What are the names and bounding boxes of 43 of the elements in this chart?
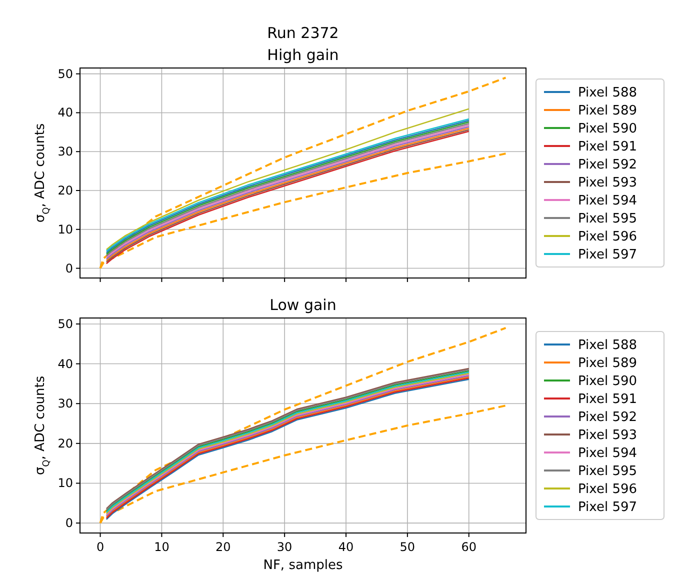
legend-label: Pixel 596 [578,482,638,497]
x-tick-label: 60 [461,540,477,554]
legend-label: Pixel 591 [578,140,638,154]
chart-title: Run 2372 [267,24,339,42]
legend-label: Pixel 590 [578,122,638,136]
y-tick-label: 40 [58,106,73,120]
y-tick-label: 30 [58,144,73,159]
y-tick-label: 20 [58,184,73,198]
legend-label: Pixel 595 [578,464,638,479]
x-tick-label: 10 [154,540,170,554]
legend-label: Pixel 597 [578,500,638,515]
x-axis-title: NF, samples [263,558,343,573]
y-tick-label: 10 [58,476,73,490]
legend-label: Pixel 594 [578,446,638,461]
legend-label: Pixel 592 [578,158,638,172]
y-tick-label: 20 [58,436,73,450]
legend-label: Pixel 593 [578,176,638,190]
legend-label: Pixel 597 [578,248,638,262]
legend-label: Pixel 589 [578,104,638,118]
y-tick-label: 50 [58,316,73,331]
x-tick-label: 0 [96,540,104,554]
legend-label: Pixel 588 [578,86,638,100]
y-tick-label: 0 [65,516,73,530]
legend-label: Pixel 588 [578,338,638,353]
legend-label: Pixel 596 [578,230,638,244]
legend-label: Pixel 589 [578,356,638,371]
chart-subtitle: High gain [267,46,339,64]
x-tick-label: 50 [400,540,416,554]
y-tick-label: 30 [58,396,73,411]
y-tick-label: 50 [58,66,73,81]
legend-label: Pixel 592 [578,410,638,425]
x-tick-label: 20 [215,540,231,554]
x-tick-label: 30 [276,540,292,554]
y-tick-label: 10 [58,222,73,236]
legend-label: Pixel 595 [578,212,638,226]
legend-label: Pixel 590 [578,374,638,389]
legend-label: Pixel 593 [578,428,638,443]
legend-label: Pixel 591 [578,392,638,407]
y-tick-label: 0 [65,261,73,276]
chart-title: Low gain [270,296,336,314]
x-tick-label: 40 [338,540,354,554]
y-tick-label: 40 [58,356,73,371]
legend-label: Pixel 594 [578,194,638,208]
